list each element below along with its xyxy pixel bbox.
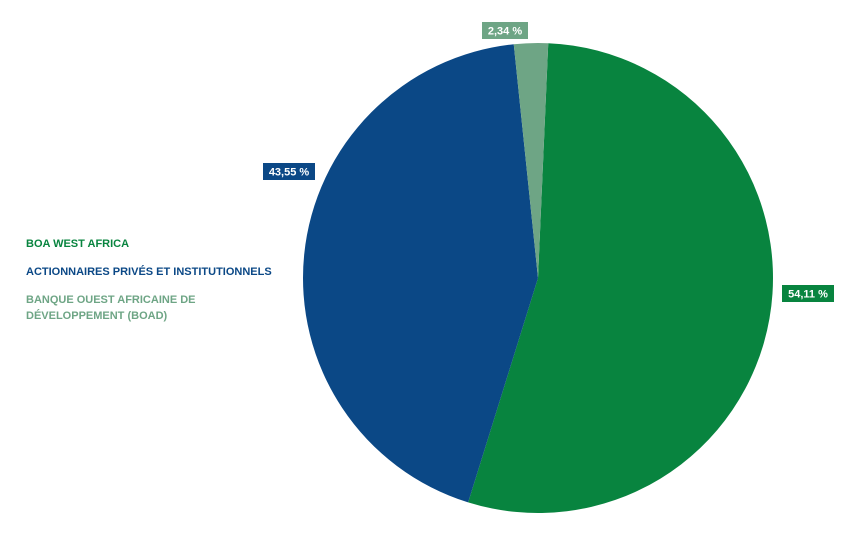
svg-text:43,55 %: 43,55 % <box>269 167 310 179</box>
legend-item-boad: BANQUE OUEST AFRICAINE DE DÉVELOPPEMENT … <box>26 294 196 322</box>
legend-item-actionnaires-prives: ACTIONNAIRES PRIVÉS ET INSTITUTIONNELS <box>26 266 272 278</box>
slice-boa-west-africa <box>468 43 774 514</box>
svg-text:2,34 %: 2,34 % <box>488 26 522 38</box>
slice-boad <box>513 43 549 278</box>
value-label-boad: 2,34 % <box>482 22 528 39</box>
value-label-boa-west-africa: 54,11 % <box>782 285 834 302</box>
legend-item-boa-west-africa: BOA WEST AFRICA <box>26 238 130 250</box>
value-label-actionnaires-prives: 43,55 % <box>263 163 315 180</box>
svg-text:54,11 %: 54,11 % <box>788 289 828 301</box>
legend: BOA WEST AFRICA ACTIONNAIRES PRIVÉS ET I… <box>26 236 286 336</box>
slice-actionnaires-prives <box>303 44 538 503</box>
